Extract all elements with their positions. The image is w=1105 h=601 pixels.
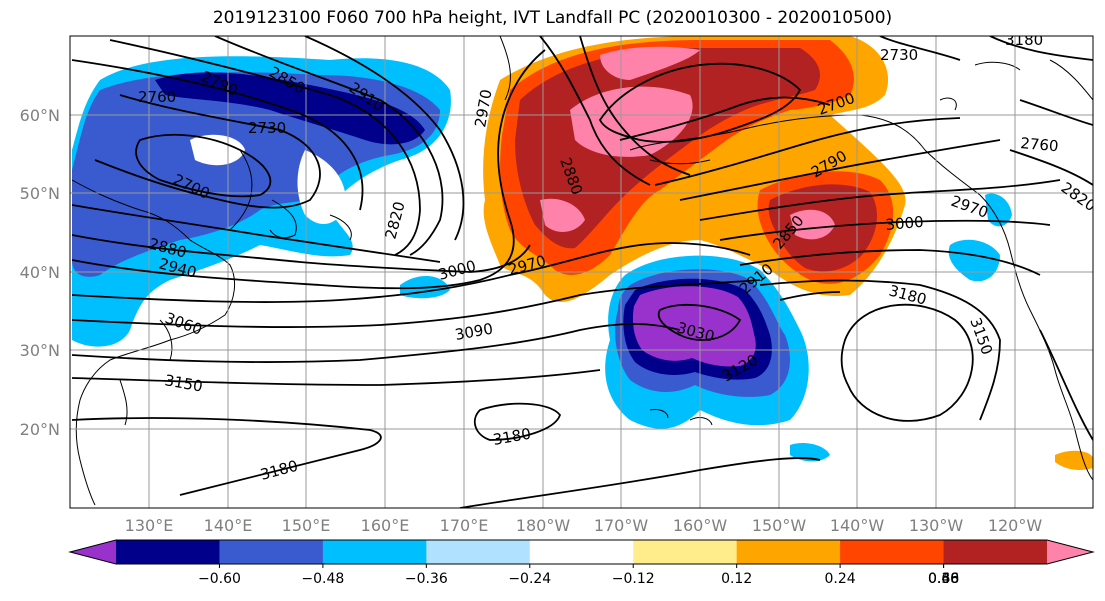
lat-label: 20°N [20, 420, 60, 439]
lon-label: 160°W [673, 516, 728, 535]
contour-label: 3000 [885, 213, 925, 234]
map-title: 2019123100 F060 700 hPa height, IVT Land… [212, 8, 893, 28]
lon-label: 180°W [516, 516, 571, 535]
lat-label: 30°N [20, 341, 60, 360]
lon-label: 120°W [988, 516, 1043, 535]
lon-labels: 130°E 140°E 150°E 160°E 170°E 180°W 170°… [125, 516, 1043, 535]
lon-label: 150°E [282, 516, 331, 535]
lon-label: 130°W [909, 516, 964, 535]
lon-label: 170°W [594, 516, 649, 535]
contour-label: 2760 [1020, 134, 1060, 155]
lon-label: 140°W [830, 516, 885, 535]
lat-label: 40°N [20, 263, 60, 282]
height-contours [71, 36, 1093, 508]
lat-label: 50°N [20, 184, 60, 203]
shading-negative-central [605, 193, 1012, 462]
lon-label: 130°E [125, 516, 174, 535]
contour-label: 2730 [880, 46, 918, 64]
lon-label: 160°E [361, 516, 410, 535]
lat-labels: 60°N 50°N 40°N 30°N 20°N [20, 106, 60, 439]
lon-label: 170°E [440, 516, 489, 535]
contour-label: 2730 [248, 119, 286, 137]
contour-label: 2760 [138, 88, 176, 106]
plot-frame [69, 35, 1094, 509]
contour-label: 3180 [1005, 31, 1043, 49]
lon-label: 140°E [204, 516, 253, 535]
lat-label: 60°N [20, 106, 60, 125]
lon-label: 150°W [752, 516, 807, 535]
